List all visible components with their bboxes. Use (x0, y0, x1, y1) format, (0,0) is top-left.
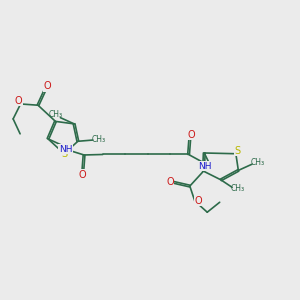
Text: O: O (44, 81, 51, 91)
Text: O: O (79, 170, 86, 180)
Text: CH₃: CH₃ (91, 135, 105, 144)
Text: CH₃: CH₃ (49, 110, 63, 119)
Text: CH₃: CH₃ (250, 158, 265, 167)
Text: S: S (234, 146, 240, 156)
Text: NH: NH (58, 145, 72, 154)
Text: O: O (195, 196, 202, 206)
Text: S: S (61, 149, 67, 159)
Text: NH: NH (198, 162, 211, 171)
Text: O: O (187, 130, 195, 140)
Text: O: O (166, 177, 174, 187)
Text: O: O (15, 96, 22, 106)
Text: CH₃: CH₃ (230, 184, 245, 193)
